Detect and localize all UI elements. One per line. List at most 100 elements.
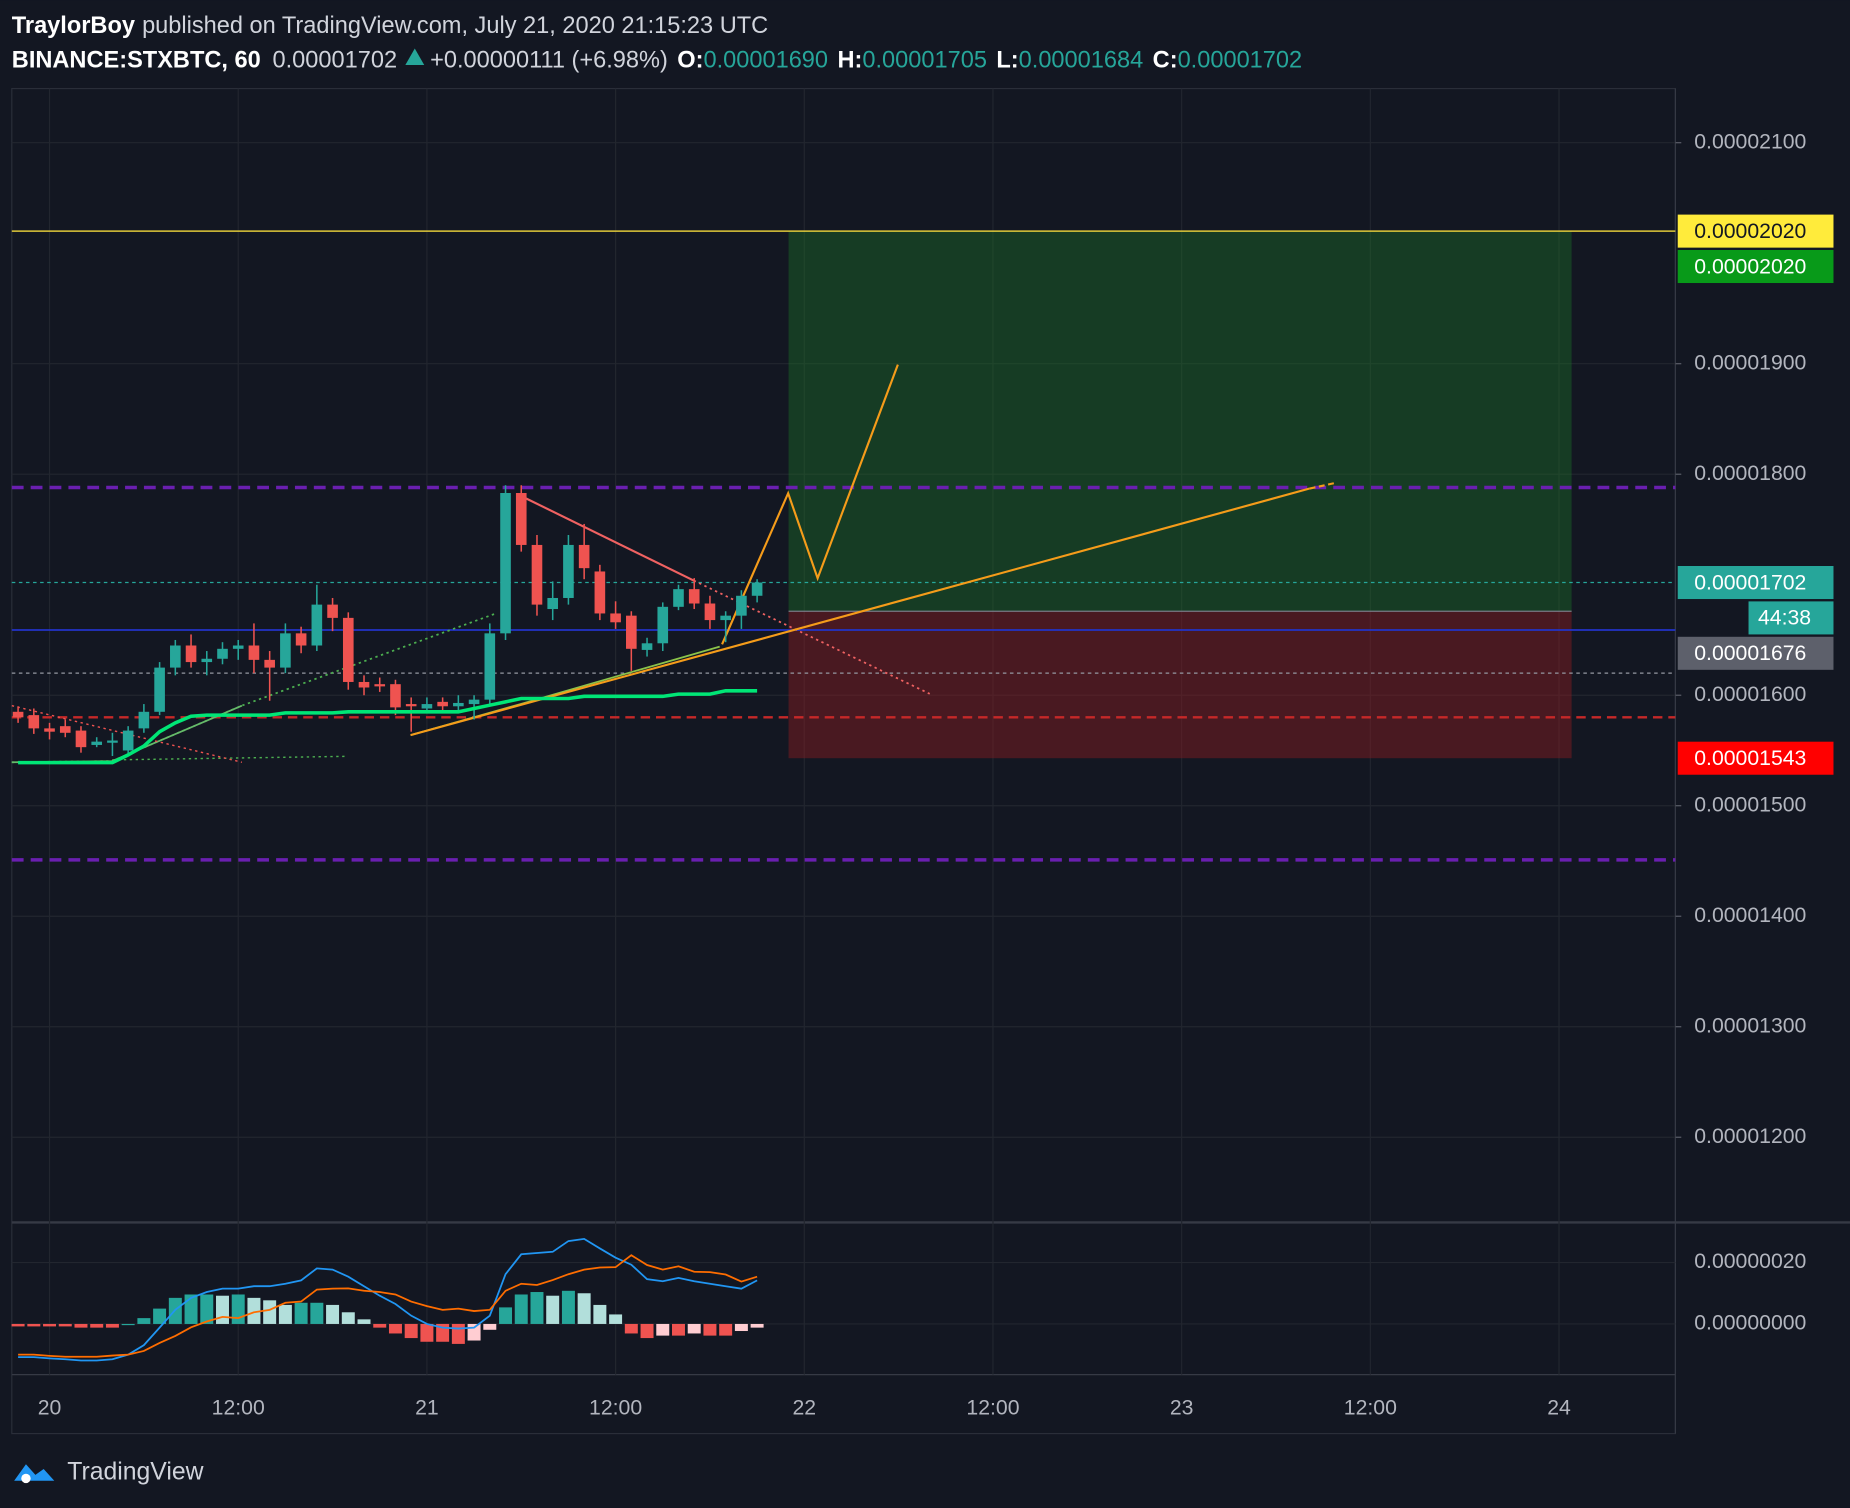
levels (11, 230, 1676, 862)
candle-body (107, 740, 118, 743)
histogram-bar (404, 1323, 418, 1339)
candle-body (720, 615, 731, 621)
histogram-bar (719, 1323, 733, 1336)
price-label: 0.00002020 (1694, 220, 1806, 243)
ohlc-value: 0.00001684 (1019, 46, 1144, 72)
y-tick-label: 0.00000020 (1694, 1250, 1806, 1273)
price-label-box (1677, 636, 1834, 670)
candle-body (248, 645, 260, 660)
macd-line (18, 1254, 758, 1358)
histogram-bar (514, 1294, 528, 1324)
histogram-bar (137, 1318, 151, 1324)
candle-body (657, 606, 669, 644)
histogram-bar (640, 1323, 654, 1339)
y-tick-label: 0.00002100 (1694, 130, 1806, 153)
trendline (519, 494, 695, 582)
histogram-bar (609, 1314, 623, 1324)
candle-body (201, 658, 213, 663)
candle-body (217, 648, 228, 659)
macd-pane (11, 1238, 764, 1362)
x-tick-label: 12:00 (589, 1396, 642, 1419)
candle-body (673, 589, 684, 607)
histogram-bar (530, 1292, 544, 1324)
candle-body (327, 604, 338, 618)
price-label-box (1677, 741, 1834, 775)
histogram-bar (11, 1323, 25, 1327)
histogram-bar (357, 1319, 371, 1324)
price-label: 0.00001676 (1694, 642, 1806, 665)
histogram-bar (278, 1304, 292, 1324)
histogram-bar (58, 1323, 72, 1327)
macd-line (18, 1238, 758, 1362)
histogram-bar (153, 1308, 167, 1324)
candle-body (515, 493, 527, 545)
candle-body (232, 645, 244, 649)
candle-body (563, 544, 574, 598)
candle-body (547, 597, 559, 610)
candle-body (44, 728, 55, 732)
histogram-bar (74, 1323, 88, 1328)
histogram-bar (184, 1294, 198, 1324)
projection-path (721, 364, 899, 645)
candle-body (421, 704, 433, 709)
histogram-bar (483, 1323, 497, 1330)
y-tick-label: 0.00001600 (1694, 683, 1806, 706)
axes: 20 12:00 21 12:00 22 12:00 23 12:00 24 0.00002100… (38, 130, 1834, 1419)
ohlc-value: 0.00001702 (1178, 46, 1303, 72)
candle-body (531, 544, 543, 605)
change: +0.00000111 (+6.98%) (430, 46, 668, 72)
histogram-bar (467, 1323, 481, 1341)
histogram-bar (27, 1323, 41, 1327)
candle-body (311, 604, 323, 646)
candles (12, 485, 763, 765)
candle-body (295, 633, 307, 646)
histogram-bar (561, 1290, 575, 1324)
ma-line (18, 689, 758, 765)
y-tick-label: 0.00001400 (1694, 904, 1806, 927)
price-label-box (1677, 565, 1834, 600)
histogram-bar (420, 1323, 434, 1342)
candle-body (12, 711, 24, 718)
grid (11, 88, 1676, 1375)
position-tool (788, 231, 1572, 759)
histogram-bar (624, 1323, 638, 1334)
published: published on TradingView.com, July 21, 2… (142, 12, 768, 38)
price-label: 0.00001543 (1694, 747, 1806, 770)
candle-body (185, 645, 197, 663)
candle-body (59, 726, 71, 733)
x-tick-label: 12:00 (966, 1396, 1019, 1419)
candle-body (688, 589, 700, 604)
up-arrow (405, 48, 425, 65)
candle-body (736, 595, 747, 616)
trendline (693, 579, 931, 695)
x-tick-label: 12:00 (1344, 1396, 1397, 1419)
trendline (410, 487, 1310, 737)
footer: TradingView (14, 1459, 204, 1486)
histogram-bar (341, 1312, 355, 1324)
y-tick-label: 0.00000000 (1694, 1312, 1806, 1335)
stop-zone (788, 611, 1572, 759)
histogram-bar (216, 1295, 229, 1324)
candle-body (170, 645, 181, 668)
price-label-box (1677, 214, 1834, 248)
candle-body (75, 730, 87, 748)
x-tick-label: 22 (792, 1396, 816, 1419)
last-price: 0.00001702 (273, 46, 398, 72)
logo-dot (21, 1473, 31, 1484)
candle-body (594, 571, 606, 614)
histogram-bar (703, 1323, 717, 1336)
candle-body (468, 699, 480, 705)
candle-body (500, 493, 511, 634)
price-label: 0.00002020 (1694, 255, 1806, 278)
ohlc-key: O: (677, 46, 703, 72)
histogram-bar (672, 1323, 685, 1336)
histogram-bar (90, 1323, 104, 1328)
price-label-box (1748, 601, 1834, 635)
y-tick-label: 0.00001500 (1694, 793, 1806, 816)
header-line-2: BINANCE:STXBTC, 60 0.00001702 +0.00000111 … (12, 46, 1302, 72)
histogram-bar (247, 1297, 261, 1324)
histogram-bar (121, 1323, 135, 1326)
price-label: 44:38 (1758, 607, 1811, 630)
trendline (1309, 481, 1337, 490)
publisher: TraylorBoy (12, 12, 135, 38)
